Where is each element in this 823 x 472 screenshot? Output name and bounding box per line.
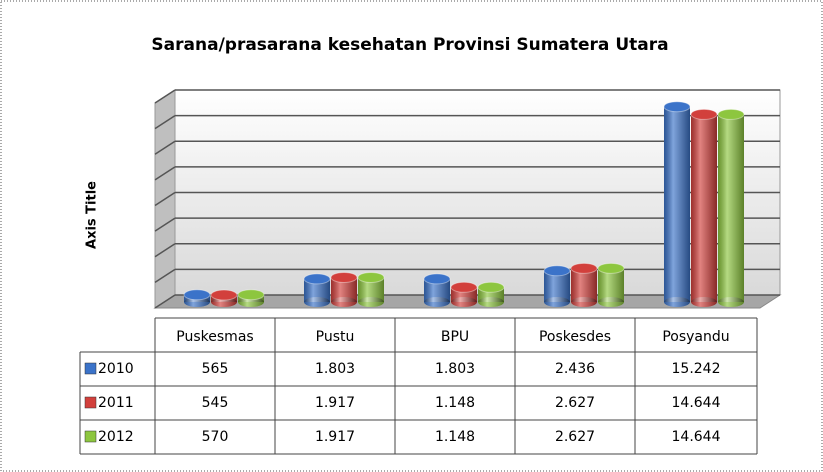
bar-base-shade <box>451 297 477 307</box>
bar-shade <box>718 114 744 302</box>
table-cell: 2.627 <box>555 395 595 411</box>
table-cell: 1.148 <box>435 429 475 445</box>
table-cell: 1.917 <box>315 395 355 411</box>
bar-base-shade <box>718 297 744 307</box>
bar-top <box>690 108 718 120</box>
grid-line <box>154 268 176 284</box>
legend-label: 2012 <box>98 429 134 445</box>
bar-top <box>303 273 331 285</box>
bar-base-shade <box>358 297 384 307</box>
bar-shade <box>571 268 597 302</box>
grid-line <box>154 114 176 130</box>
bar-top <box>570 262 598 274</box>
bar-base-shade <box>544 297 570 307</box>
chart-title: Sarana/prasarana kesehatan Provinsi Suma… <box>151 35 668 55</box>
table-cell: 570 <box>202 429 229 445</box>
x-tick-label: Puskesmas <box>176 329 253 345</box>
bar-base-shade <box>184 297 210 307</box>
bar-top <box>663 101 691 113</box>
bar-base-shade <box>424 297 450 307</box>
grid-line <box>154 217 176 232</box>
grid-line <box>154 191 176 207</box>
table-cell: 14.644 <box>672 395 721 411</box>
bar-top <box>543 265 571 277</box>
bar-base-shade <box>478 297 504 307</box>
bar-base-shade <box>664 297 690 307</box>
table-cell: 545 <box>202 395 229 411</box>
bar-shade <box>304 278 330 302</box>
legend-swatch <box>84 396 97 409</box>
x-tick-label: Posyandu <box>662 329 729 345</box>
grid-line <box>154 89 176 104</box>
y-axis-title: Axis Title <box>85 181 100 249</box>
grid-line <box>154 140 176 155</box>
x-tick-label: Pustu <box>316 329 355 345</box>
bar-base-shade <box>598 297 624 307</box>
legend-label: 2011 <box>98 395 134 411</box>
grid-line <box>154 166 176 181</box>
table-cell: 1.148 <box>435 395 475 411</box>
bar-shade <box>691 114 717 302</box>
x-tick-label: BPU <box>441 329 469 345</box>
grid-line <box>154 243 176 258</box>
bar-base-shade <box>304 297 330 307</box>
bar-top <box>330 271 358 283</box>
legend-label: 2010 <box>98 361 134 377</box>
x-tick-label: Poskesdes <box>539 329 611 345</box>
bar-top <box>597 262 625 274</box>
table-cell: 15.242 <box>672 361 721 377</box>
table-cell: 1.803 <box>315 361 355 377</box>
table-cell: 2.627 <box>555 429 595 445</box>
table-cell: 1.803 <box>435 361 475 377</box>
bar-shade <box>544 270 570 302</box>
bar-base-shade <box>211 297 237 307</box>
bar-base-shade <box>691 297 717 307</box>
bar-top <box>210 289 238 301</box>
legend-swatch <box>84 430 97 443</box>
table-cell: 2.436 <box>555 361 595 377</box>
bar-top <box>357 271 385 283</box>
table-cell: 14.644 <box>672 429 721 445</box>
bar-top <box>717 108 745 120</box>
table-cell: 565 <box>202 361 229 377</box>
bar-base-shade <box>331 297 357 307</box>
bar-base-shade <box>238 297 264 307</box>
bar-top <box>423 273 451 285</box>
bar-shade <box>424 278 450 302</box>
bar-shade <box>598 268 624 302</box>
table-cell: 1.917 <box>315 429 355 445</box>
bar-top <box>450 281 478 293</box>
bar-top <box>237 289 265 301</box>
legend-swatch <box>84 362 97 375</box>
bar-shade <box>664 106 690 302</box>
bar-base-shade <box>571 297 597 307</box>
bar-top <box>183 289 211 301</box>
bar-top <box>477 281 505 293</box>
grid-line <box>154 294 176 309</box>
